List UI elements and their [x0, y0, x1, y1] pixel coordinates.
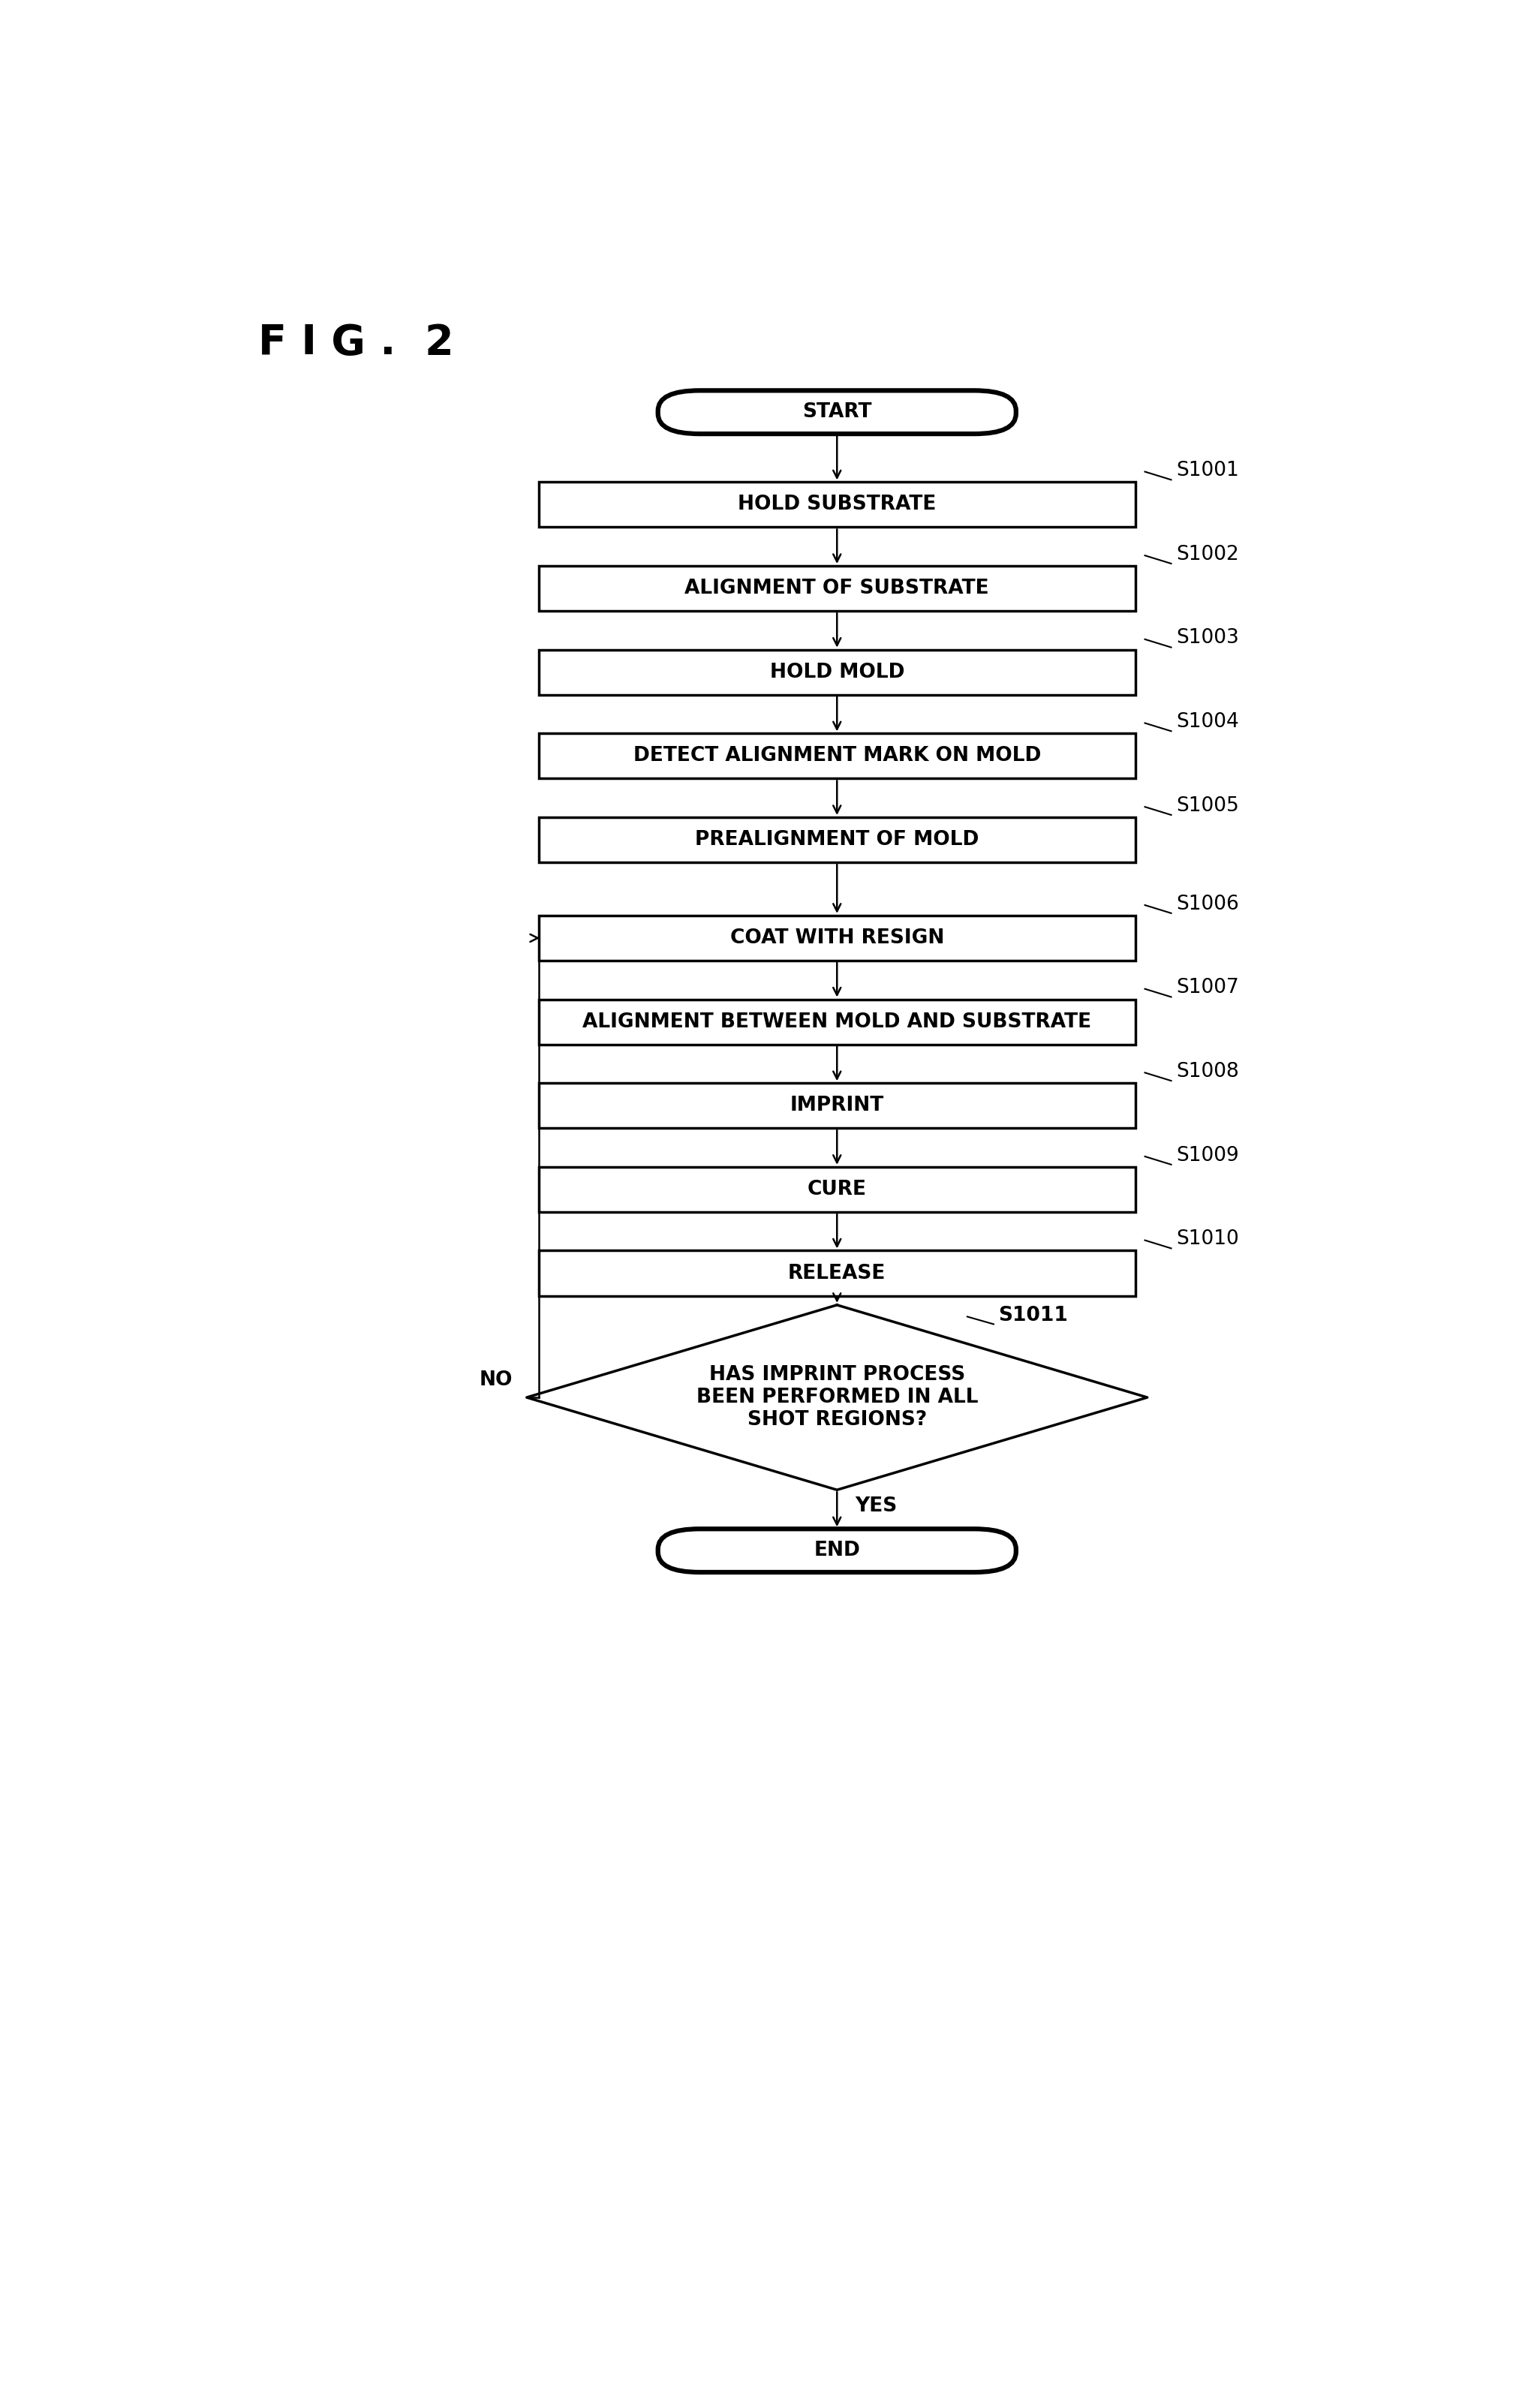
Text: YES: YES — [855, 1498, 898, 1517]
Polygon shape — [527, 1305, 1147, 1491]
Text: F I G .  2: F I G . 2 — [259, 322, 454, 363]
FancyBboxPatch shape — [658, 391, 1016, 434]
Text: S1007: S1007 — [1177, 978, 1238, 997]
Text: S1004: S1004 — [1177, 713, 1238, 732]
Text: ALIGNMENT BETWEEN MOLD AND SUBSTRATE: ALIGNMENT BETWEEN MOLD AND SUBSTRATE — [582, 1011, 1092, 1033]
Text: S1003: S1003 — [1177, 627, 1238, 649]
Text: S1002: S1002 — [1177, 544, 1238, 565]
Text: DETECT ALIGNMENT MARK ON MOLD: DETECT ALIGNMENT MARK ON MOLD — [633, 747, 1041, 766]
Text: S1009: S1009 — [1177, 1145, 1238, 1166]
Bar — [539, 818, 1135, 863]
Text: NO: NO — [479, 1371, 513, 1390]
Text: S1008: S1008 — [1177, 1061, 1238, 1080]
Bar — [539, 916, 1135, 961]
Bar — [539, 1083, 1135, 1128]
Text: END: END — [813, 1541, 861, 1560]
Text: PREALIGNMENT OF MOLD: PREALIGNMENT OF MOLD — [695, 830, 979, 849]
Bar — [539, 1250, 1135, 1295]
Text: S1006: S1006 — [1177, 894, 1238, 913]
Text: ALIGNMENT OF SUBSTRATE: ALIGNMENT OF SUBSTRATE — [685, 580, 989, 599]
Text: COAT WITH RESIGN: COAT WITH RESIGN — [730, 928, 944, 947]
Bar — [539, 565, 1135, 611]
Bar — [539, 999, 1135, 1045]
FancyBboxPatch shape — [658, 1529, 1016, 1572]
Text: HAS IMPRINT PROCESS
BEEN PERFORMED IN ALL
SHOT REGIONS?: HAS IMPRINT PROCESS BEEN PERFORMED IN AL… — [696, 1364, 978, 1429]
Bar — [539, 482, 1135, 527]
Text: S1011: S1011 — [998, 1307, 1069, 1326]
Bar — [539, 649, 1135, 694]
Text: CURE: CURE — [807, 1181, 867, 1200]
Text: START: START — [802, 403, 872, 422]
Text: S1005: S1005 — [1177, 797, 1238, 816]
Bar — [539, 735, 1135, 778]
Text: HOLD SUBSTRATE: HOLD SUBSTRATE — [738, 494, 936, 515]
Text: S1001: S1001 — [1177, 460, 1238, 479]
Text: S1010: S1010 — [1177, 1228, 1238, 1250]
Text: HOLD MOLD: HOLD MOLD — [770, 663, 904, 682]
Text: IMPRINT: IMPRINT — [790, 1095, 884, 1116]
Bar — [539, 1166, 1135, 1212]
Text: RELEASE: RELEASE — [788, 1264, 885, 1283]
